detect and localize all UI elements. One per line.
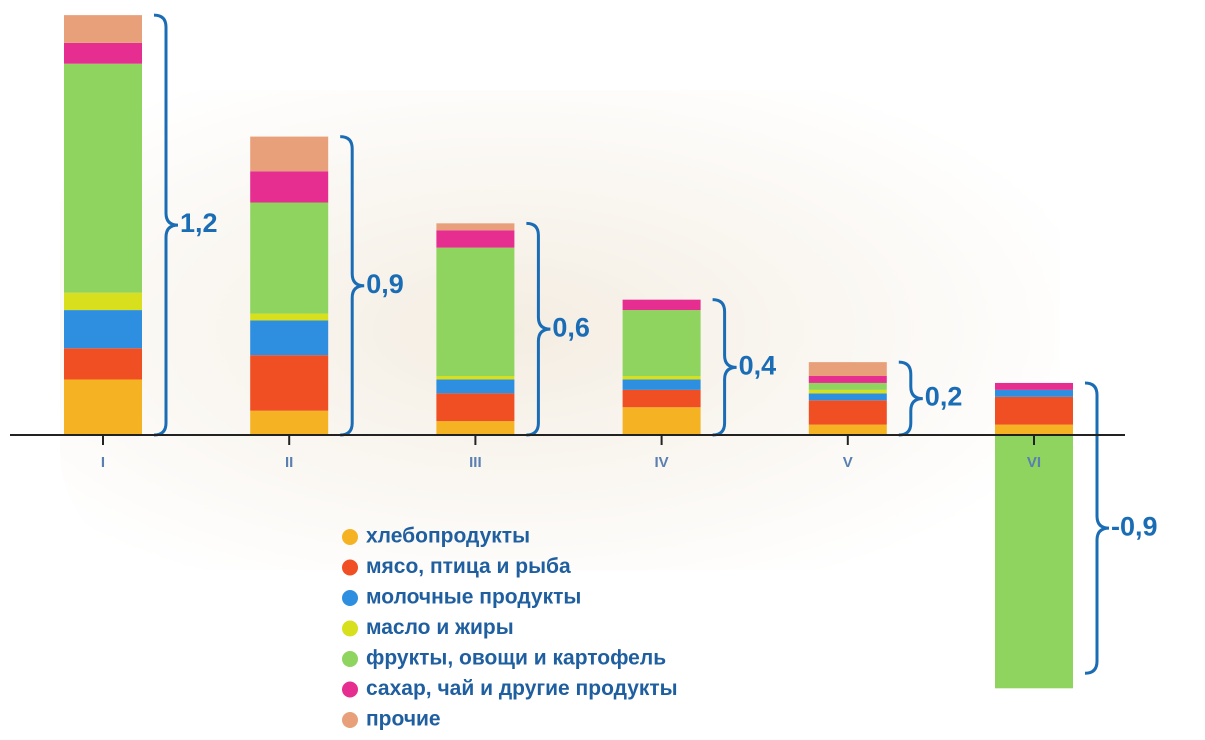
bar-segment (623, 310, 701, 376)
legend-marker (342, 682, 358, 698)
bar-segment (436, 230, 514, 247)
bar-segment (64, 43, 142, 64)
bar-segment (809, 362, 887, 376)
x-tick-label: III (469, 454, 482, 471)
bar-segment (436, 376, 514, 379)
legend-marker (342, 621, 358, 637)
legend-label: сахар, чай и другие продукты (366, 677, 678, 700)
bar-segment (809, 425, 887, 435)
bar-segment (995, 390, 1073, 397)
bar-segment (623, 407, 701, 435)
bar-segment (250, 320, 328, 355)
bar-segment (809, 393, 887, 400)
bar-segment (64, 310, 142, 348)
bar-segment (64, 64, 142, 293)
legend-marker (342, 560, 358, 576)
bar-segment (250, 137, 328, 172)
bar-segment (995, 397, 1073, 425)
x-tick-label: I (101, 454, 105, 471)
bar-segment (623, 379, 701, 389)
legend-label: молочные продукты (366, 586, 581, 609)
legend-marker (342, 712, 358, 728)
x-tick-label: VI (1027, 454, 1041, 471)
bar-segment (995, 383, 1073, 390)
chart: 1,20,90,60,40,2-0,9IIIIIIIVVVIхлебопроду… (0, 0, 1205, 740)
x-tick-label: V (843, 454, 853, 471)
bar-segment (250, 355, 328, 411)
brace-label: -0,9 (1111, 511, 1158, 541)
bar-segment (809, 376, 887, 383)
bar-segment (623, 376, 701, 379)
bar-segment (623, 390, 701, 407)
bar-segment (995, 435, 1073, 688)
brace-label: 0,2 (925, 382, 963, 412)
legend-label: масло и жиры (366, 616, 514, 639)
x-tick-label: II (285, 454, 293, 471)
brace-label: 0,9 (366, 269, 404, 299)
bar-segment (436, 248, 514, 376)
brace (1085, 383, 1109, 673)
bar-segment (809, 383, 887, 390)
bar-segment (436, 379, 514, 393)
bar-segment (64, 348, 142, 379)
legend-marker (342, 590, 358, 606)
brace-label: 1,2 (180, 208, 218, 238)
bar-segment (250, 314, 328, 321)
x-tick-label: IV (655, 454, 669, 471)
bar-segment (64, 293, 142, 310)
legend-label: фрукты, овощи и картофель (366, 647, 666, 670)
bar-segment (809, 390, 887, 393)
bar-segment (64, 15, 142, 43)
bar-segment (250, 203, 328, 314)
bar-segment (809, 400, 887, 424)
brace-label: 0,6 (552, 312, 590, 342)
legend-marker (342, 651, 358, 667)
bar-segment (436, 421, 514, 435)
bar-segment (250, 171, 328, 202)
legend-marker (342, 529, 358, 545)
brace-label: 0,4 (739, 350, 777, 380)
bar-segment (250, 411, 328, 435)
bar-segment (436, 393, 514, 421)
bar-segment (436, 223, 514, 230)
legend-label: хлебопродукты (366, 525, 530, 548)
bar-segment (623, 300, 701, 310)
bar-segment (64, 379, 142, 435)
bar-segment (995, 425, 1073, 435)
legend-label: мясо, птица и рыба (366, 555, 571, 578)
legend-label: прочие (366, 708, 441, 731)
page: 1,20,90,60,40,2-0,9IIIIIIIVVVIхлебопроду… (0, 0, 1205, 740)
